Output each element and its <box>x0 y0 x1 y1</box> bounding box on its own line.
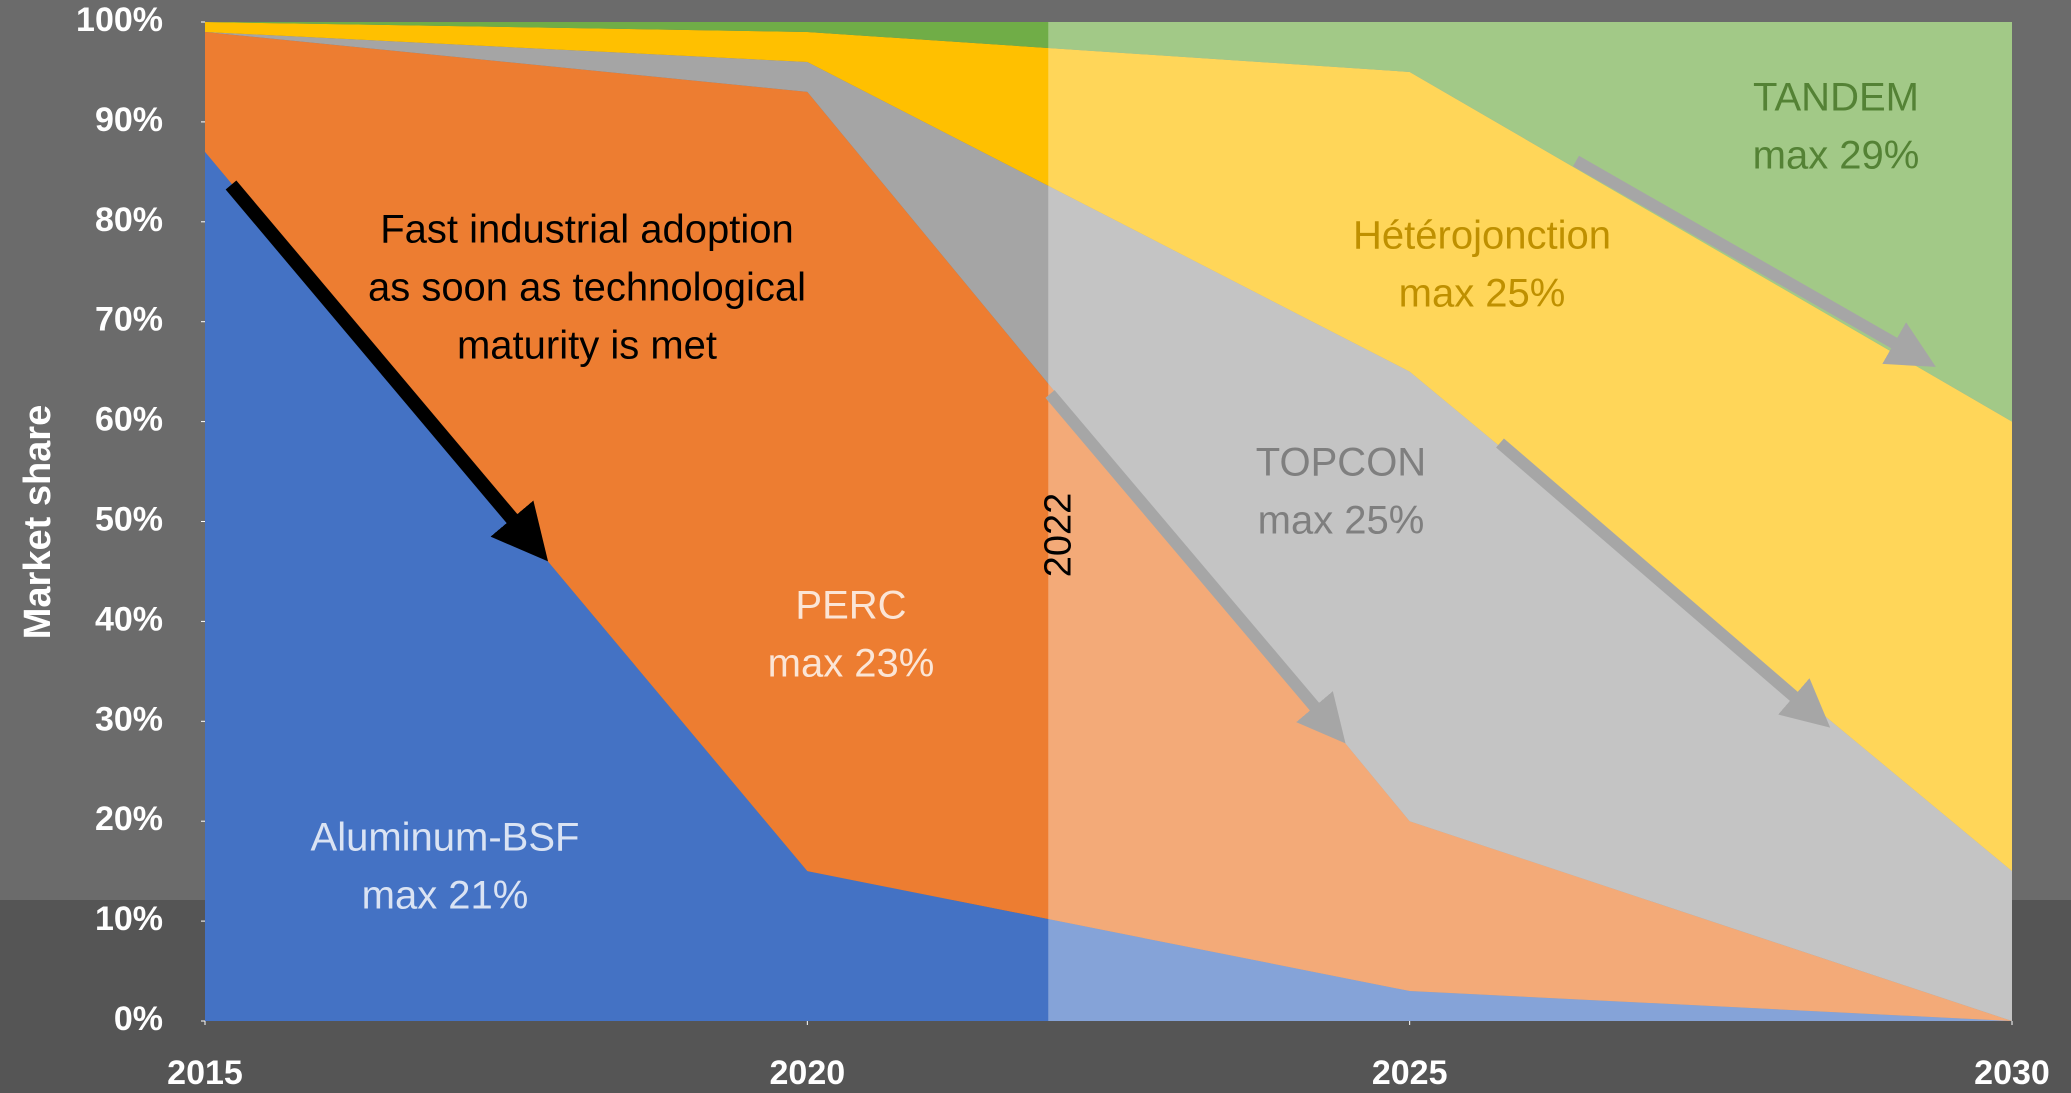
y-tick-label: 100% <box>76 1 163 39</box>
y-tick-label: 60% <box>95 401 163 439</box>
chart: 2022 0% 10% 20% 30% 40% 50% 60% 70% 80% 90% 100% 201… <box>0 0 2071 1093</box>
y-tick-label: 90% <box>95 101 163 139</box>
y-tick-label: 30% <box>95 700 163 738</box>
series-label: TOPCON <box>1256 441 1426 485</box>
marker-label: 2022 <box>1037 493 1079 578</box>
annotation: maturity is met <box>457 324 717 368</box>
y-tick-label: 0% <box>114 1000 163 1038</box>
series-note: max 25% <box>1399 272 1566 316</box>
y-tick-label: 10% <box>95 900 163 938</box>
x-tick-label: 2030 <box>1974 1054 2050 1092</box>
annotation: Fast industrial adoption <box>380 208 794 252</box>
x-tick-label: 2025 <box>1372 1054 1448 1092</box>
series-label: Hétérojonction <box>1353 214 1611 258</box>
y-tick-label: 70% <box>95 301 163 339</box>
x-tick-label: 2020 <box>770 1054 846 1092</box>
series-note: max 23% <box>768 642 935 686</box>
series-note: max 25% <box>1258 499 1425 543</box>
y-tick-label: 40% <box>95 600 163 638</box>
series-note: max 29% <box>1753 134 1920 178</box>
y-tick-label: 20% <box>95 800 163 838</box>
x-tick-label: 2015 <box>167 1054 243 1092</box>
plot: 2022 0% 10% 20% 30% 40% 50% 60% 70% 80% 90% 100% 201… <box>76 1 2050 1092</box>
series-label: TANDEM <box>1753 76 1919 120</box>
y-tick-label: 50% <box>95 500 163 538</box>
series-label: Aluminum-BSF <box>311 816 580 860</box>
annotation: as soon as technological <box>368 266 806 310</box>
y-axis-label: Market share <box>17 405 59 639</box>
series-note: max 21% <box>362 874 529 918</box>
series-label: PERC <box>795 584 906 628</box>
y-tick-label: 80% <box>95 201 163 239</box>
